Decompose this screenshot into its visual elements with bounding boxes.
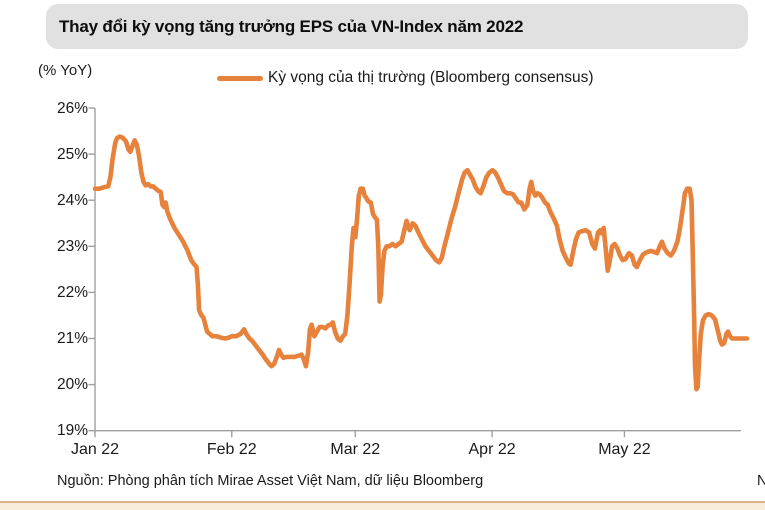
y-tick-label: 21% [56, 330, 88, 347]
legend: Kỳ vọng của thị trường (Bloomberg consen… [217, 69, 594, 87]
y-tick-label: 24% [56, 191, 88, 209]
y-tick-label: 19% [56, 422, 88, 440]
footer-bar [0, 501, 765, 510]
x-tick-label: Mar 22 [330, 441, 381, 458]
y-tick-label: 22% [56, 283, 88, 301]
y-tick-label: 20% [56, 376, 88, 394]
y-axis-unit-label: (% YoY) [38, 62, 93, 79]
chart-title-bar: Thay đổi kỳ vọng tăng trưởng EPS của VN-… [46, 4, 748, 49]
x-tick-label: Jan 22 [70, 441, 120, 458]
clipped-text-fragment: N [757, 473, 765, 489]
x-tick-label: Feb 22 [206, 441, 257, 458]
y-tick-label: 26% [56, 99, 88, 117]
source-note: Nguồn: Phòng phân tích Mirae Asset Việt … [57, 473, 484, 489]
consensus-line-series [92, 134, 750, 392]
x-tick-label: Apr 22 [468, 441, 516, 458]
chart-title: Thay đổi kỳ vọng tăng trưởng EPS của VN-… [59, 16, 524, 36]
legend-label: Kỳ vọng của thị trường (Bloomberg consen… [268, 69, 594, 86]
y-tick-label: 25% [56, 145, 88, 163]
legend-line-swatch [217, 75, 263, 81]
y-tick-label: 23% [56, 237, 88, 255]
x-tick-label: May 22 [598, 441, 651, 458]
axis-lines [94, 108, 741, 432]
